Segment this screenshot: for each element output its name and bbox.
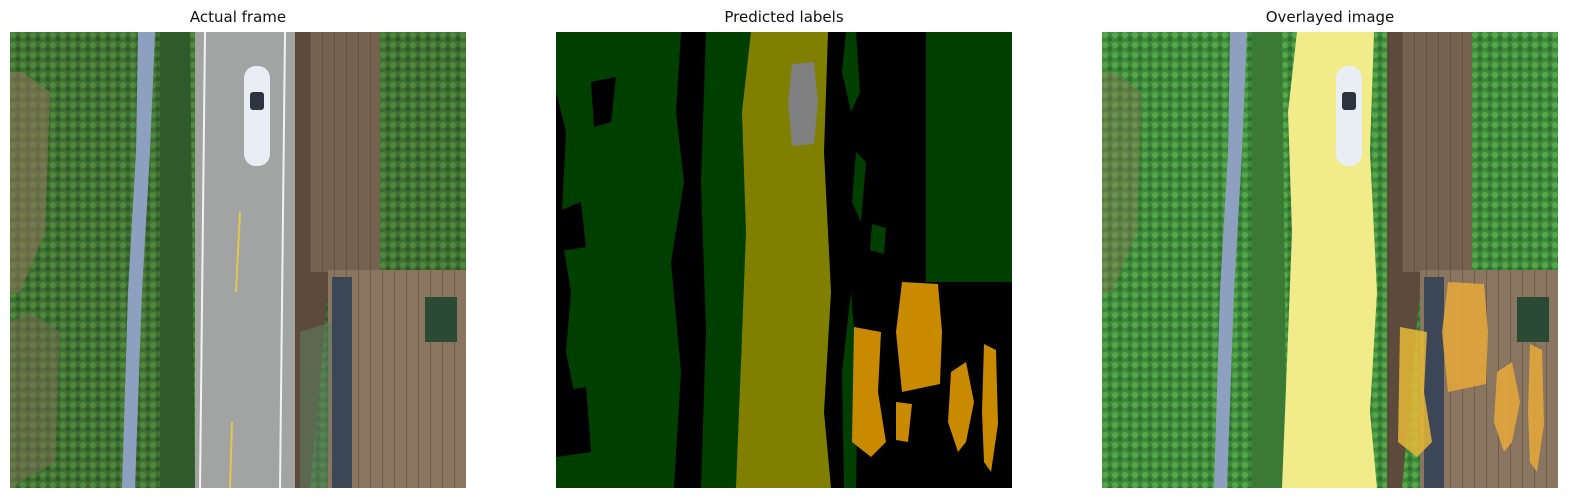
panel-actual-frame: Actual frame — [10, 0, 466, 498]
overlayed-image — [1102, 32, 1558, 488]
panel-title: Actual frame — [189, 8, 287, 26]
panel-predicted-labels: Predicted labels — [556, 0, 1012, 498]
car — [244, 66, 270, 166]
actual-frame-image — [10, 32, 466, 488]
predicted-labels-image — [556, 32, 1012, 488]
panel-title: Overlayed image — [1265, 8, 1395, 26]
panel-title: Predicted labels — [724, 8, 844, 26]
panel-overlayed-image: Overlayed image — [1102, 0, 1558, 498]
